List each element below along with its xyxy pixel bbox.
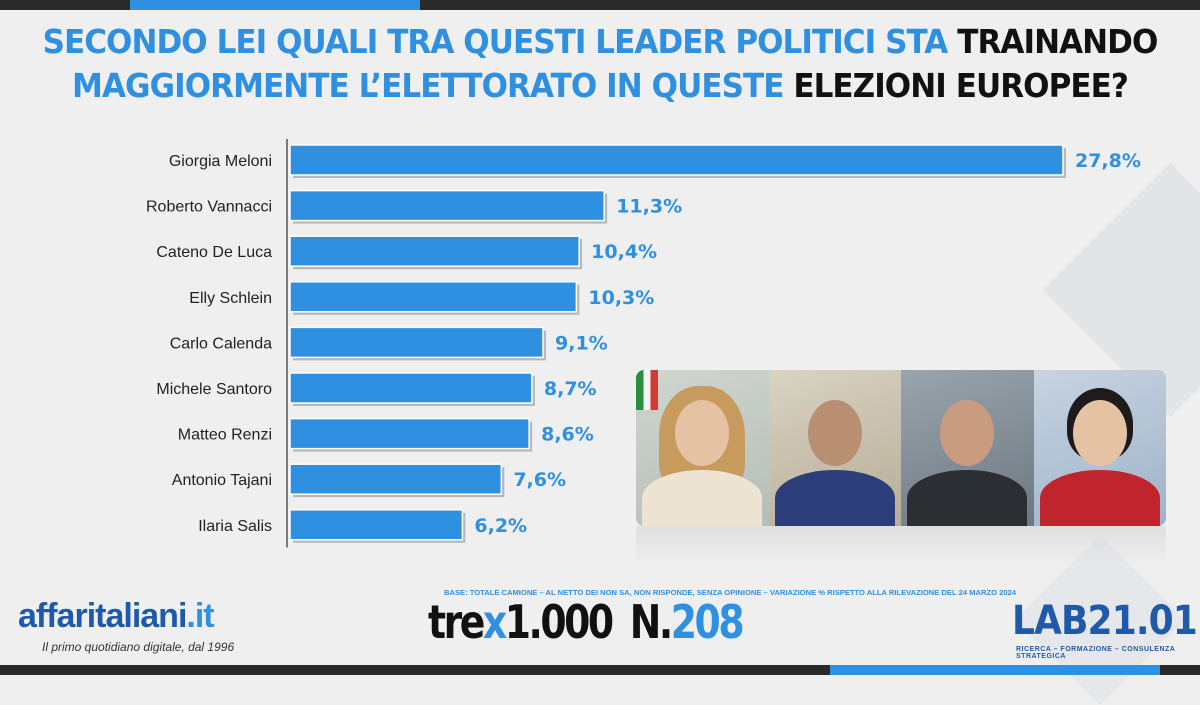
photo-giorgia-meloni — [636, 370, 769, 526]
body-shape — [774, 470, 895, 526]
photo-strip — [636, 370, 1166, 526]
value-label: 8,6% — [541, 424, 594, 446]
face-shape — [675, 400, 730, 466]
category-label: Ilaria Salis — [198, 518, 272, 535]
category-label: Giorgia Meloni — [169, 153, 272, 170]
category-label: Michele Santoro — [156, 381, 272, 398]
face-shape — [1072, 400, 1127, 466]
face-shape — [807, 400, 862, 466]
bar — [289, 189, 605, 222]
value-label: 10,4% — [591, 241, 657, 263]
lab-logo: LAB21.01 — [1012, 598, 1198, 644]
photo-elly-schlein — [1033, 370, 1166, 526]
title-line-1-blue: SECONDO LEI QUALI TRA QUESTI LEADER POLI… — [42, 22, 949, 61]
category-label: Matteo Renzi — [178, 427, 272, 444]
trex-post: 1.000 — [504, 595, 614, 649]
bar — [289, 372, 533, 404]
top-bar — [0, 0, 1200, 10]
affaritaliani-tagline: Il primo quotidiano digitale, dal 1996 — [42, 640, 235, 654]
category-label: Elly Schlein — [189, 290, 272, 307]
lab-tagline: RICERCA – FORMAZIONE – CONSULENZA STRATE… — [1016, 646, 1176, 660]
value-label: 11,3% — [616, 196, 682, 218]
bottom-bar — [0, 665, 1200, 675]
affaritaliani-suffix: .it — [186, 597, 214, 635]
body-shape — [1039, 470, 1160, 526]
top-bar-accent — [130, 0, 420, 10]
title-line-1-black: TRAINANDO — [957, 22, 1158, 61]
italian-flag-icon — [636, 370, 658, 410]
affaritaliani-logo: affaritaliani.it — [18, 597, 215, 636]
body-shape — [642, 470, 763, 526]
bottom-bar-accent — [830, 665, 1160, 675]
base-note: BASE: TOTALE CAMIONE – AL NETTO DEI NON … — [444, 588, 1016, 597]
bar — [289, 281, 578, 313]
bar — [289, 463, 503, 495]
trex-x: x — [482, 595, 507, 649]
value-label: 6,2% — [474, 515, 527, 537]
value-label: 9,1% — [555, 332, 608, 354]
bar — [289, 326, 544, 359]
value-label: 10,3% — [588, 287, 654, 309]
bar — [289, 144, 1064, 176]
category-label: Antonio Tajani — [172, 472, 272, 489]
photo-cateno-de-luca — [901, 370, 1034, 526]
value-label: 27,8% — [1075, 150, 1141, 172]
value-label: 8,7% — [544, 378, 597, 400]
bar — [289, 417, 530, 450]
category-label: Carlo Calenda — [170, 335, 272, 352]
photo-reflection — [636, 526, 1166, 566]
issue-prefix: N. — [629, 595, 673, 649]
bar — [289, 509, 464, 541]
value-label: 7,6% — [513, 469, 566, 491]
photo-roberto-vannacci — [768, 370, 901, 526]
trex-pre: tre — [428, 595, 485, 649]
issue-number: 208 — [670, 595, 745, 649]
body-shape — [907, 470, 1028, 526]
title-line-2-blue: MAGGIORMENTE L’ELETTORATO IN QUESTE — [72, 66, 784, 105]
trex-logo: trex1.000 N.208 — [428, 595, 745, 649]
affaritaliani-name: affaritaliani — [18, 597, 187, 635]
bar — [289, 235, 580, 267]
chart-title: SECONDO LEI QUALI TRA QUESTI LEADER POLI… — [36, 20, 1164, 108]
title-line-2-black: ELEZIONI EUROPEE? — [793, 66, 1129, 105]
category-label: Cateno De Luca — [156, 244, 272, 261]
category-label: Roberto Vannacci — [146, 199, 272, 216]
title-line-1: SECONDO LEI QUALI TRA QUESTI LEADER POLI… — [36, 20, 1164, 64]
face-shape — [940, 400, 995, 466]
title-line-2: MAGGIORMENTE L’ELETTORATO IN QUESTE ELEZ… — [36, 64, 1164, 108]
bar-chart: Giorgia Meloni 27,8% Roberto Vannacci 11,3%… — [146, 139, 1141, 548]
